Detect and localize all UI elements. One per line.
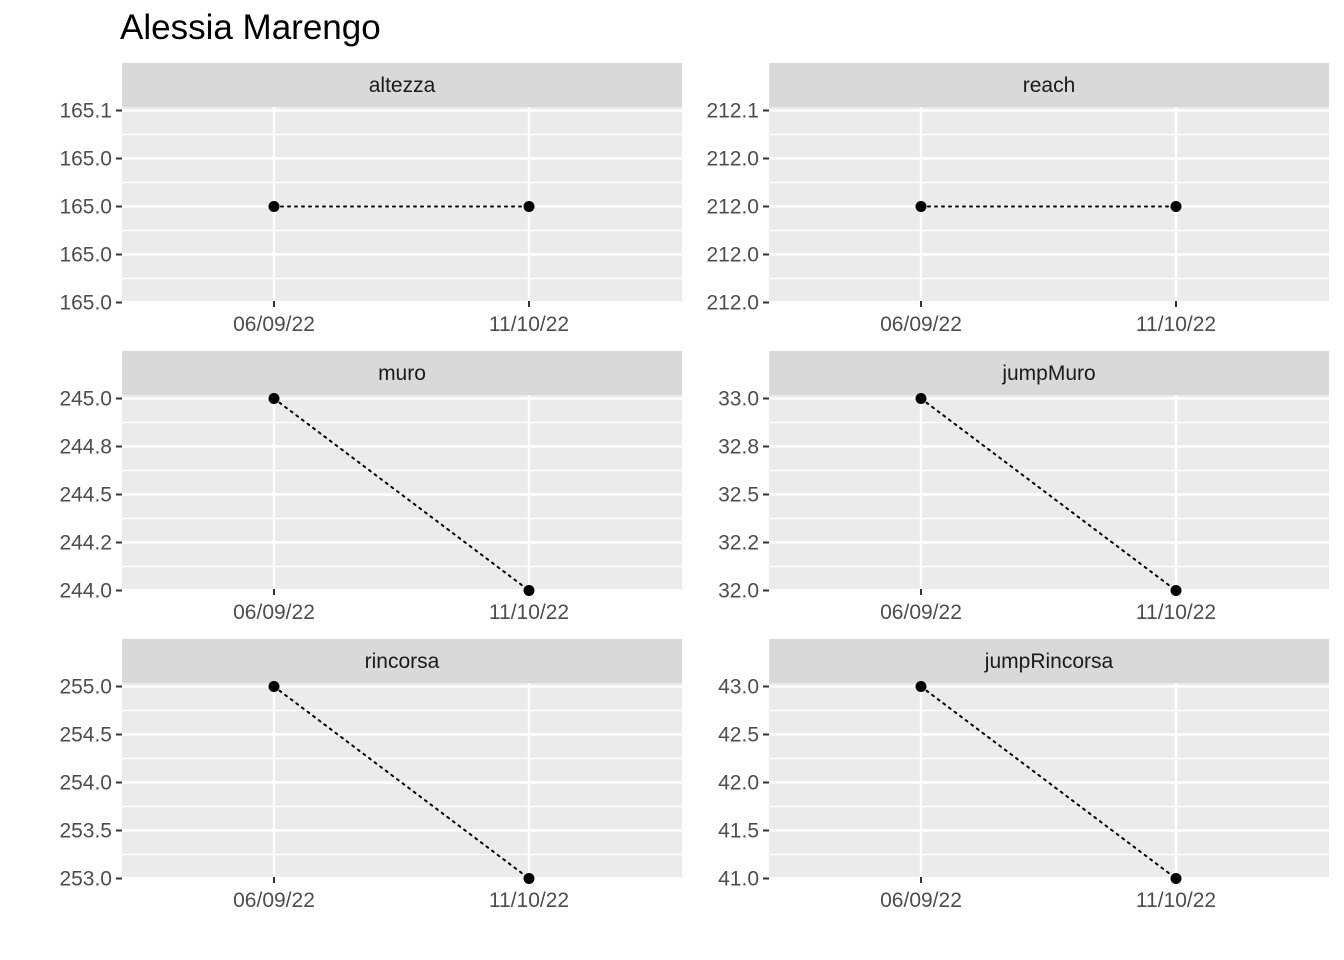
x-tick-label: 11/10/22 [489, 889, 569, 912]
y-tick-label: 165.0 [59, 244, 112, 267]
facet-strip [769, 351, 1329, 395]
data-point [1170, 873, 1182, 884]
y-tick-label: 41.5 [718, 820, 759, 843]
y-tick-label: 165.0 [59, 196, 112, 219]
y-tick-label: 33.0 [718, 388, 759, 411]
y-tick-label: 245.0 [59, 388, 112, 411]
y-tick-label: 254.0 [59, 772, 112, 795]
data-point [523, 585, 535, 596]
y-tick-label: 212.0 [706, 292, 759, 315]
facet-panel-jumpRincorsa: jumpRincorsa 41.0 41.5 42.0 42.5 43.0 06/09/22… [718, 639, 1329, 912]
series-line [920, 685, 1177, 880]
y-tick-label: 212.1 [706, 100, 759, 123]
x-tick-label: 11/10/22 [489, 601, 569, 624]
panel-background [122, 395, 682, 589]
panel-background [122, 683, 682, 877]
facet-strip-label: reach [1023, 74, 1076, 97]
x-tick-label: 06/09/22 [233, 889, 315, 912]
x-tick-label: 06/09/22 [880, 313, 962, 336]
data-point [915, 681, 927, 692]
panel-background [122, 107, 682, 301]
y-tick-label: 165.0 [59, 292, 112, 315]
y-tick-label: 244.2 [59, 532, 112, 555]
y-tick-label: 212.0 [706, 148, 759, 171]
y-tick-label: 41.0 [718, 868, 759, 891]
facet-strip-label: muro [378, 362, 426, 385]
data-point [523, 873, 535, 884]
panel-background [769, 107, 1329, 301]
facet-panel-rincorsa: rincorsa 253.0 253.5 254.0 254.5 255.0 06/09/2… [59, 639, 682, 912]
facet-strip [122, 351, 682, 395]
panel-background [769, 683, 1329, 877]
x-tick-label: 11/10/22 [489, 313, 569, 336]
y-tick-label: 244.0 [59, 580, 112, 603]
x-tick-label: 06/09/22 [880, 601, 962, 624]
y-tick-label: 32.0 [718, 580, 759, 603]
y-tick-label: 253.5 [59, 820, 112, 843]
facet-strip [769, 639, 1329, 683]
series-line [920, 397, 1177, 592]
x-tick-label: 06/09/22 [233, 601, 315, 624]
y-tick-label: 32.2 [718, 532, 759, 555]
data-point [915, 393, 927, 404]
x-tick-label: 06/09/22 [233, 313, 315, 336]
series-line [273, 397, 530, 592]
facet-strip [122, 63, 682, 107]
facet-strip-label: jumpMuro [1001, 362, 1095, 385]
data-point [1170, 201, 1182, 212]
y-tick-label: 42.5 [718, 724, 759, 747]
data-point [915, 201, 927, 212]
y-tick-label: 255.0 [59, 676, 112, 699]
chart-title: Alessia Marengo [120, 8, 381, 47]
data-point [268, 393, 280, 404]
y-tick-label: 32.8 [718, 436, 759, 459]
data-point [523, 201, 535, 212]
facet-strip [769, 63, 1329, 107]
facet-strip-label: jumpRincorsa [984, 650, 1114, 673]
y-tick-label: 212.0 [706, 244, 759, 267]
x-tick-label: 06/09/22 [880, 889, 962, 912]
y-tick-label: 253.0 [59, 868, 112, 891]
facet-strip-label: altezza [369, 74, 436, 97]
series-line [273, 685, 530, 880]
x-tick-label: 11/10/22 [1136, 889, 1216, 912]
y-tick-label: 254.5 [59, 724, 112, 747]
data-point [268, 681, 280, 692]
panel-background [769, 395, 1329, 589]
facet-strip-label: rincorsa [365, 650, 440, 673]
y-tick-label: 244.5 [59, 484, 112, 507]
facet-strip [122, 639, 682, 683]
facet-panel-jumpMuro: jumpMuro 32.0 32.2 32.5 32.8 33.0 06/09/22 11/1… [718, 351, 1329, 624]
y-tick-label: 165.1 [59, 100, 112, 123]
facet-panel-altezza: altezza 165.0 165.0 165.0 165.0 165.1 06/09/22… [59, 63, 682, 336]
y-tick-label: 32.5 [718, 484, 759, 507]
y-tick-label: 244.8 [59, 436, 112, 459]
y-tick-label: 165.0 [59, 148, 112, 171]
x-tick-label: 11/10/22 [1136, 601, 1216, 624]
facet-panel-muro: muro 244.0 244.2 244.5 244.8 245.0 06/09/22 11/… [59, 351, 682, 624]
facet-panel-reach: reach 212.0 212.0 212.0 212.0 212.1 06/09/22 11… [706, 63, 1329, 336]
y-tick-label: 42.0 [718, 772, 759, 795]
y-tick-label: 43.0 [718, 676, 759, 699]
x-tick-label: 11/10/22 [1136, 313, 1216, 336]
data-point [268, 201, 280, 212]
data-point [1170, 585, 1182, 596]
y-tick-label: 212.0 [706, 196, 759, 219]
